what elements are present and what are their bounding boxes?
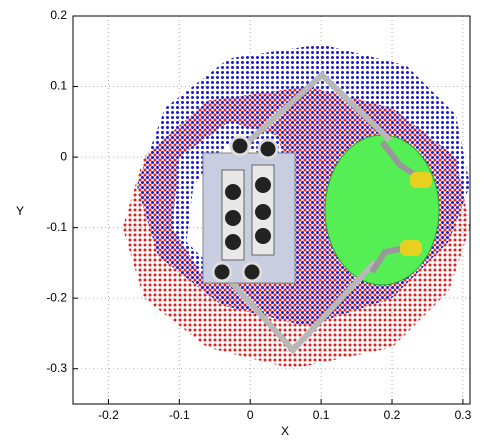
robot-part (225, 210, 241, 226)
axes-box (72, 15, 471, 405)
y-tick-label: -0.1 (46, 220, 67, 234)
frame (234, 70, 393, 155)
frame (219, 259, 378, 355)
y-tick-label: -0.2 (46, 290, 67, 304)
x-axis-label: X (281, 424, 289, 438)
y-tick-label: 0 (60, 149, 67, 163)
wheel (229, 135, 251, 157)
robot-part (225, 184, 241, 200)
arm (369, 245, 406, 274)
robot-part (255, 177, 271, 193)
gripper (410, 172, 432, 188)
y-tick-label: -0.3 (46, 361, 67, 375)
x-tick-label: 0.3 (455, 408, 472, 422)
y-axis-label: Y (16, 204, 24, 218)
robot-part (255, 204, 271, 220)
y-tick-label: 0.1 (50, 79, 67, 93)
x-tick-label: 0 (247, 408, 254, 422)
x-tick-label: 0.1 (313, 408, 330, 422)
robot-body (202, 152, 296, 284)
robot-image (202, 70, 440, 355)
y-tick-label: 0.2 (50, 8, 67, 22)
wheel (257, 138, 279, 160)
x-tick-label: -0.2 (98, 408, 119, 422)
wheel (211, 261, 233, 283)
green-target (324, 134, 440, 286)
robot-part (225, 234, 241, 250)
x-tick-label: -0.1 (169, 408, 190, 422)
wheel (241, 261, 263, 283)
x-tick-label: 0.2 (384, 408, 401, 422)
robot-part (255, 228, 271, 244)
gripper (400, 240, 422, 256)
